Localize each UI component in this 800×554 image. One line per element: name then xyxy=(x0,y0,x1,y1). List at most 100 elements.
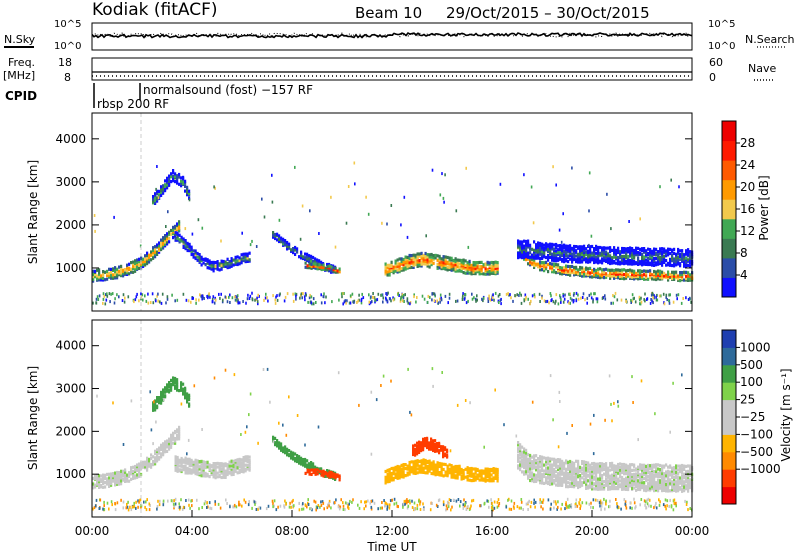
data-cell xyxy=(520,293,522,297)
data-cell xyxy=(188,196,191,200)
data-cell xyxy=(573,273,576,277)
data-cell xyxy=(200,263,203,267)
data-cell xyxy=(438,266,441,270)
data-cell xyxy=(667,483,670,488)
data-cell xyxy=(208,475,211,479)
data-cell xyxy=(527,474,530,478)
data-cell xyxy=(685,470,688,474)
data-cell xyxy=(472,467,475,471)
data-cell xyxy=(625,487,628,491)
data-cell xyxy=(521,464,524,468)
data-cell xyxy=(460,266,463,270)
data-cell xyxy=(595,477,598,481)
data-cell xyxy=(581,476,584,480)
data-cell xyxy=(386,468,389,472)
data-cell xyxy=(426,467,429,471)
data-cell xyxy=(424,458,427,463)
data-cell xyxy=(332,268,335,272)
data-cell xyxy=(114,471,117,475)
data-cell xyxy=(160,238,163,242)
data-cell xyxy=(198,254,201,259)
data-cell xyxy=(188,192,191,196)
data-cell xyxy=(184,245,187,249)
data-cell xyxy=(549,292,552,295)
data-cell xyxy=(543,264,546,268)
data-cell xyxy=(655,272,658,276)
data-cell xyxy=(643,488,646,492)
data-cell xyxy=(575,479,578,483)
data-cell xyxy=(240,461,243,465)
data-cell xyxy=(168,383,171,387)
data-cell xyxy=(124,478,127,482)
data-cell xyxy=(304,460,307,464)
data-cell xyxy=(458,262,461,266)
data-cell xyxy=(328,470,331,474)
data-cell xyxy=(96,480,99,484)
data-cell xyxy=(426,440,429,444)
data-cell xyxy=(152,201,155,205)
data-cell xyxy=(426,469,429,473)
data-cell xyxy=(687,483,690,487)
data-cell xyxy=(681,484,684,488)
data-cell xyxy=(657,478,660,482)
data-cell xyxy=(529,251,532,255)
data-cell xyxy=(621,470,624,474)
data-cell xyxy=(298,461,301,465)
data-cell xyxy=(545,300,547,304)
data-cell xyxy=(565,272,568,276)
data-cell xyxy=(554,301,556,305)
data-cell xyxy=(543,243,546,247)
data-cell xyxy=(306,252,309,256)
data-cell xyxy=(647,259,650,263)
data-cell xyxy=(414,262,417,267)
data-cell xyxy=(619,262,622,266)
data-cell xyxy=(484,470,487,474)
data-cell xyxy=(226,300,229,304)
data-cell xyxy=(589,471,592,475)
data-cell xyxy=(481,297,483,301)
data-cell xyxy=(148,255,151,260)
data-cell xyxy=(559,294,561,298)
data-cell xyxy=(604,297,607,301)
data-cell xyxy=(100,274,103,278)
data-cell xyxy=(108,484,111,488)
data-cell xyxy=(651,255,654,259)
data-cell xyxy=(623,462,626,467)
data-cell xyxy=(442,474,445,478)
data-cell xyxy=(408,264,411,268)
data-cell xyxy=(408,462,411,467)
data-cell xyxy=(555,462,558,466)
data-cell xyxy=(248,500,250,504)
data-cell xyxy=(565,244,568,248)
data-cell xyxy=(246,467,249,471)
data-cell xyxy=(551,475,554,479)
data-cell xyxy=(206,261,209,265)
data-cell xyxy=(525,295,527,299)
data-cell xyxy=(442,263,445,267)
data-cell xyxy=(251,291,253,295)
data-cell xyxy=(384,501,387,505)
data-cell xyxy=(255,508,258,511)
data-cell xyxy=(318,469,321,473)
data-cell xyxy=(272,294,274,298)
data-cell xyxy=(496,472,499,476)
data-cell xyxy=(627,260,630,264)
data-cell xyxy=(306,257,309,261)
data-cell xyxy=(444,173,446,177)
data-cell xyxy=(689,250,692,254)
data-cell xyxy=(575,475,578,480)
data-cell xyxy=(517,254,520,258)
data-cell xyxy=(478,471,481,475)
data-cell xyxy=(569,472,572,476)
data-cell xyxy=(160,188,163,192)
data-cell xyxy=(527,253,530,257)
data-cell xyxy=(547,466,550,470)
data-cell xyxy=(549,255,552,259)
data-cell xyxy=(669,251,672,256)
data-cell xyxy=(226,502,228,505)
data-cell xyxy=(617,276,620,280)
data-cell xyxy=(665,473,668,478)
data-cell xyxy=(521,246,524,250)
data-cell xyxy=(201,294,204,298)
data-cell xyxy=(545,470,548,474)
